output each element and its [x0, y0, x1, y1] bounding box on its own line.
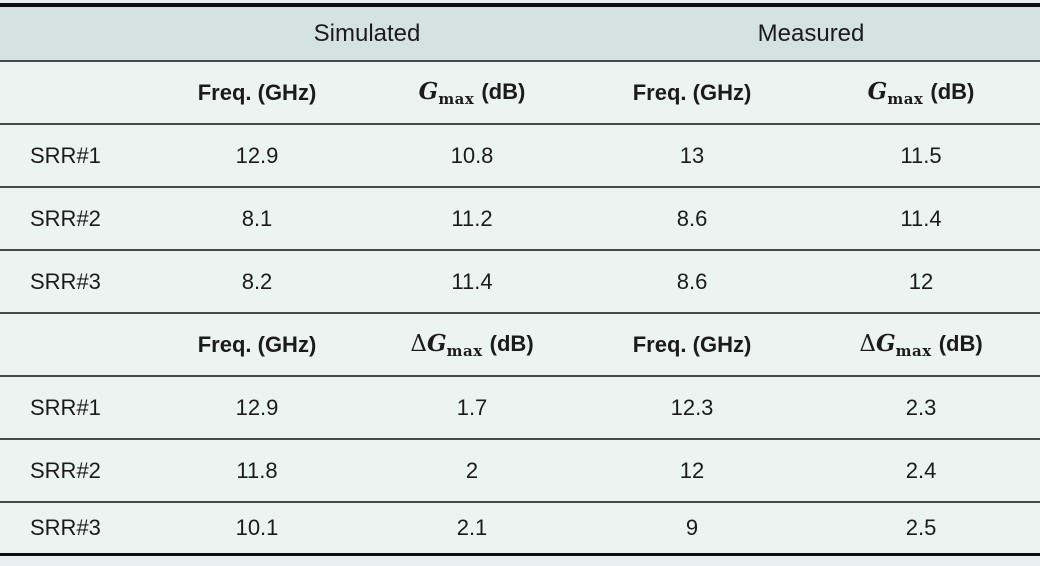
cell-sim-freq: 8.1: [152, 187, 362, 251]
col-header-freq-measured: Freq. (GHz): [582, 61, 803, 125]
cell-sim-freq: 10.1: [152, 502, 362, 555]
cell-meas-freq: 12.3: [582, 376, 803, 440]
g-symbol: G: [426, 329, 447, 357]
cell-meas-freq: 12: [582, 439, 803, 503]
group-header-measured: Measured: [582, 5, 1040, 62]
column-header-row-delta-gmax: Freq. (GHz) ΔGmax (dB) Freq. (GHz) ΔGmax(…: [0, 313, 1040, 377]
cell-meas-delta-gmax: 2.4: [802, 439, 1040, 503]
table-row: SRR#2 8.1 11.2 8.6 11.4: [0, 187, 1040, 251]
table-row: SRR#3 10.1 2.1 9 2.5: [0, 502, 1040, 555]
cell-sim-gmax: 11.2: [362, 187, 583, 251]
group-header-simulated: Simulated: [152, 5, 583, 62]
g-symbol: G: [867, 77, 888, 105]
col-header-delta-gmax-simulated: ΔGmax (dB): [362, 313, 583, 377]
cell-sim-gmax: 11.4: [362, 250, 583, 314]
col-header-gmax-measured: Gmax (dB): [802, 61, 1040, 125]
table-row: SRR#1 12.9 1.7 12.3 2.3: [0, 376, 1040, 440]
table-row: SRR#2 11.8 2 12 2.4: [0, 439, 1040, 503]
db-unit: (dB): [489, 330, 534, 356]
cell-meas-freq: 8.6: [582, 187, 803, 251]
cell-sim-delta-gmax: 2: [362, 439, 583, 503]
cell-sim-freq: 11.8: [152, 439, 362, 503]
column-header-spacer: [0, 61, 152, 125]
g-symbol: G: [875, 329, 896, 357]
col-header-gmax-simulated: Gmax (dB): [362, 61, 583, 125]
cell-meas-delta-gmax: 2.3: [802, 376, 1040, 440]
column-header-spacer: [0, 313, 152, 377]
g-subscript: max: [887, 89, 924, 108]
row-label: SRR#3: [0, 250, 152, 314]
cell-meas-delta-gmax: 2.5: [802, 502, 1040, 555]
col-header-freq-simulated: Freq. (GHz): [152, 313, 362, 377]
table-row: SRR#1 12.9 10.8 13 11.5: [0, 124, 1040, 188]
results-table: Simulated Measured Freq. (GHz) Gmax (dB) …: [0, 3, 1040, 556]
cell-meas-freq: 9: [582, 502, 803, 555]
cell-meas-gmax: 11.5: [802, 124, 1040, 188]
row-label: SRR#2: [0, 187, 152, 251]
group-header-row: Simulated Measured: [0, 5, 1040, 62]
db-unit: (dB): [930, 78, 975, 104]
group-header-spacer: [0, 5, 152, 62]
cell-meas-gmax: 11.4: [802, 187, 1040, 251]
col-header-freq-measured: Freq. (GHz): [582, 313, 803, 377]
col-header-delta-gmax-measured: ΔGmax (dB): [802, 313, 1040, 377]
g-subscript: max: [895, 341, 932, 360]
cell-meas-gmax: 12: [802, 250, 1040, 314]
cell-sim-delta-gmax: 2.1: [362, 502, 583, 555]
column-header-row-gmax: Freq. (GHz) Gmax (dB) Freq. (GHz) Gmax (dB…: [0, 61, 1040, 125]
g-subscript: max: [438, 89, 475, 108]
g-subscript: max: [446, 341, 483, 360]
row-label: SRR#2: [0, 439, 152, 503]
cell-sim-delta-gmax: 1.7: [362, 376, 583, 440]
cell-sim-freq: 12.9: [152, 124, 362, 188]
cell-meas-freq: 8.6: [582, 250, 803, 314]
cell-sim-freq: 8.2: [152, 250, 362, 314]
table-row: SRR#3 8.2 11.4 8.6 12: [0, 250, 1040, 314]
row-label: SRR#3: [0, 502, 152, 555]
cell-sim-freq: 12.9: [152, 376, 362, 440]
db-unit: (dB): [938, 330, 983, 356]
db-unit: (dB): [481, 78, 526, 104]
row-label: SRR#1: [0, 124, 152, 188]
col-header-freq-simulated: Freq. (GHz): [152, 61, 362, 125]
delta-symbol: Δ: [859, 330, 876, 357]
g-symbol: G: [418, 77, 439, 105]
delta-symbol: Δ: [410, 330, 427, 357]
cell-meas-freq: 13: [582, 124, 803, 188]
cell-sim-gmax: 10.8: [362, 124, 583, 188]
row-label: SRR#1: [0, 376, 152, 440]
